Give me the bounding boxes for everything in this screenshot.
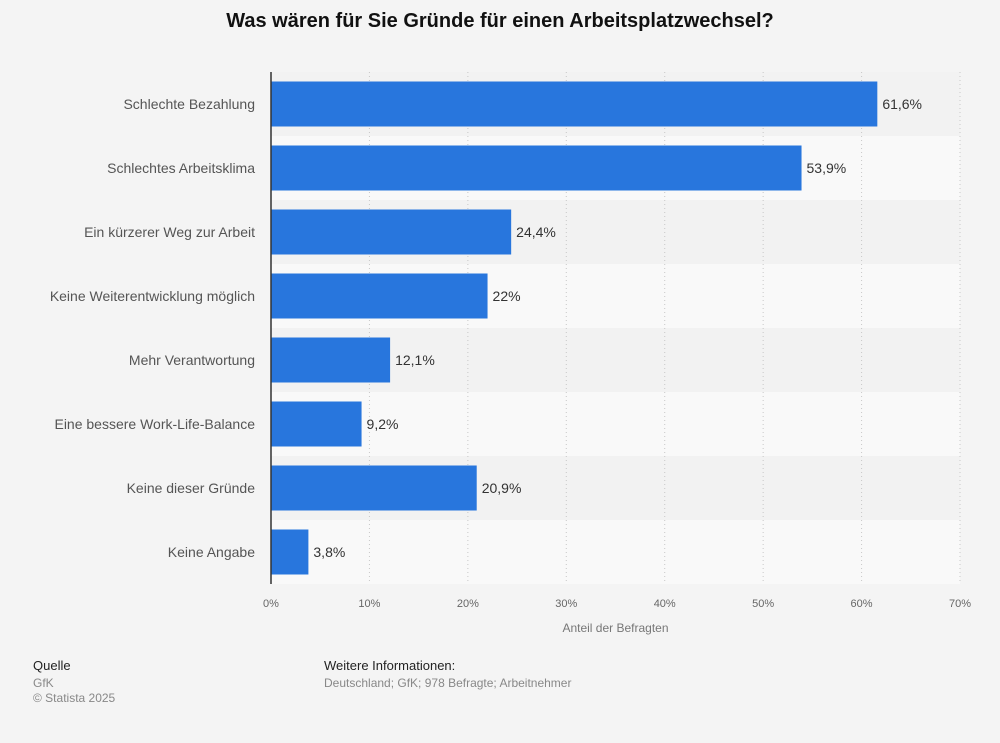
- source-name[interactable]: GfK: [33, 676, 54, 690]
- row-band: [271, 392, 960, 456]
- value-label: 61,6%: [882, 96, 922, 112]
- bar: [271, 273, 488, 319]
- x-tick-label: 40%: [654, 598, 676, 610]
- x-tick-label: 70%: [949, 598, 971, 610]
- bar: [271, 337, 391, 383]
- category-label: Ein kürzerer Weg zur Arbeit: [84, 224, 255, 240]
- category-label: Keine Weiterentwicklung möglich: [50, 288, 255, 304]
- x-tick-label: 30%: [555, 598, 577, 610]
- value-label: 12,1%: [395, 352, 435, 368]
- info-text: Deutschland; GfK; 978 Befragte; Arbeitne…: [324, 676, 572, 690]
- bar-chart: Schlechte Bezahlung Schlechtes Arbeitskli…: [50, 72, 971, 635]
- value-label: 22%: [493, 288, 521, 304]
- value-label: 20,9%: [482, 480, 522, 496]
- bar: [271, 81, 878, 127]
- value-label: 53,9%: [807, 160, 847, 176]
- value-label: 24,4%: [516, 224, 556, 240]
- category-label: Keine Angabe: [168, 544, 255, 560]
- bar: [271, 529, 309, 575]
- info-heading: Weitere Informationen:: [324, 658, 456, 673]
- x-tick-labels: 0% 10% 20% 30% 40% 50% 60% 70%: [263, 598, 971, 610]
- x-tick-label: 50%: [752, 598, 774, 610]
- x-axis-label: Anteil der Befragten: [562, 621, 668, 635]
- category-label: Eine bessere Work-Life-Balance: [54, 416, 255, 432]
- row-band: [271, 520, 960, 584]
- category-label: Schlechtes Arbeitsklima: [107, 160, 255, 176]
- value-labels: 61,6% 53,9% 24,4% 22% 12,1% 9,2% 20,9% 3,8%: [313, 96, 922, 560]
- category-label: Mehr Verantwortung: [129, 352, 255, 368]
- category-label: Schlechte Bezahlung: [123, 96, 255, 112]
- x-tick-label: 20%: [457, 598, 479, 610]
- chart-title: Was wären für Sie Gründe für einen Arbei…: [226, 10, 774, 32]
- bar: [271, 401, 362, 447]
- bars: [271, 81, 878, 575]
- bar: [271, 209, 512, 255]
- bar: [271, 465, 477, 511]
- category-label: Keine dieser Gründe: [127, 480, 256, 496]
- copyright[interactable]: © Statista 2025: [33, 691, 116, 705]
- x-tick-label: 0%: [263, 598, 279, 610]
- x-tick-label: 10%: [358, 598, 380, 610]
- bar: [271, 145, 802, 191]
- source-heading: Quelle: [33, 658, 71, 673]
- value-label: 3,8%: [313, 544, 345, 560]
- grid-lines: [368, 72, 961, 584]
- category-labels: Schlechte Bezahlung Schlechtes Arbeitskli…: [50, 96, 255, 560]
- value-label: 9,2%: [367, 416, 399, 432]
- x-tick-label: 60%: [851, 598, 873, 610]
